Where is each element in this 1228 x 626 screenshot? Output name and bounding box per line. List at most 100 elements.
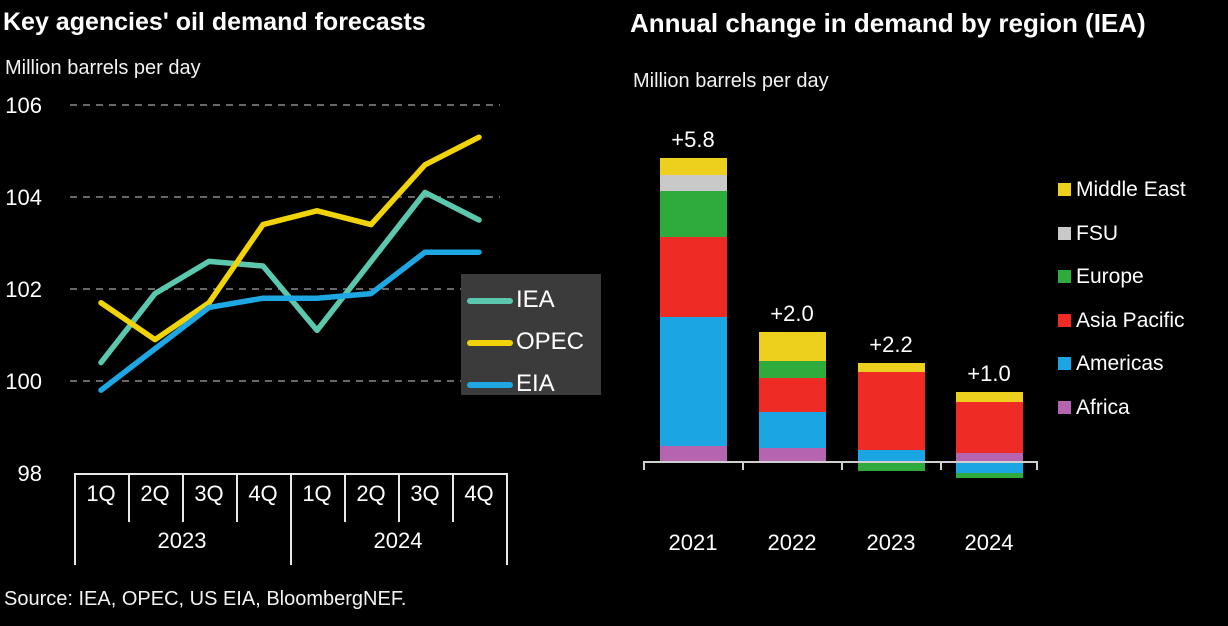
bar-segment-middle-east: [857, 363, 925, 372]
legend-item-fsu: FSU: [1058, 222, 1228, 246]
quarter-label: 4Q: [464, 481, 494, 506]
bar-segment-americas: [659, 316, 727, 446]
y-tick-label: 102: [5, 277, 42, 302]
bar-segment-europe: [758, 361, 826, 378]
x-axis-year-divider: [74, 473, 76, 565]
baseline-tick: [1036, 461, 1038, 470]
bar-total-label: +2.2: [869, 332, 913, 357]
bar-segment-africa: [758, 447, 826, 462]
middle-east-swatch-icon: [1058, 183, 1071, 196]
legend-label: FSU: [1076, 222, 1118, 245]
bar-segment-middle-east: [955, 392, 1023, 403]
x-axis-year-divider: [290, 473, 292, 565]
bar-total-label: +2.0: [770, 301, 814, 326]
bar-2022: [758, 0, 826, 626]
legend-item-europe: Europe: [1058, 265, 1228, 289]
legend-item-africa: Africa: [1058, 396, 1228, 420]
year-label: 2024: [373, 528, 423, 553]
legend-label: OPEC: [516, 328, 585, 355]
bar-x-label: 2024: [964, 530, 1014, 555]
quarter-label: 2Q: [356, 481, 386, 506]
opec-line-swatch-icon: [467, 340, 513, 346]
baseline-tick: [742, 461, 744, 470]
quarter-label: 1Q: [86, 481, 116, 506]
bar-x-label: 2023: [866, 530, 916, 555]
iea-line-swatch-icon: [467, 298, 513, 304]
bar-total-label: +1.0: [967, 361, 1011, 386]
legend-label: Middle East: [1076, 178, 1186, 201]
bar-segment-asia-pacific: [758, 377, 826, 412]
line-chart-unit-label: Million barrels per day: [5, 57, 201, 79]
y-tick-label: 100: [5, 369, 42, 394]
x-axis-quarter-divider: [236, 473, 238, 522]
year-label: 2023: [157, 528, 207, 553]
quarter-label: 3Q: [410, 481, 440, 506]
bar-chart-title: Annual change in demand by region (IEA): [630, 8, 1146, 38]
bar-x-label: 2021: [668, 530, 718, 555]
bar-segment-asia-pacific: [857, 371, 925, 450]
legend-item-americas: Americas: [1058, 352, 1228, 376]
bar-2021: [659, 0, 727, 626]
bar-segment-africa: [659, 445, 727, 462]
bar-2024: [955, 0, 1023, 626]
legend-label: IEA: [516, 286, 555, 313]
bar-segment-middle-east: [758, 331, 826, 362]
line-series-OPEC: [98, 134, 482, 343]
bar-segment-fsu: [659, 175, 727, 191]
line-chart-title: Key agencies' oil demand forecasts: [3, 8, 426, 36]
line-chart-legend: IEA OPEC EIA: [461, 274, 601, 397]
bar-2023: [857, 0, 925, 626]
x-axis-quarter-divider: [344, 473, 346, 522]
x-axis-quarter-divider: [452, 473, 454, 522]
bar-segment-americas: [857, 449, 925, 462]
x-axis-quarter-divider: [128, 473, 130, 522]
quarter-label: 4Q: [248, 481, 278, 506]
bar-segment-europe: [659, 190, 727, 237]
quarter-label: 3Q: [194, 481, 224, 506]
legend-item-EIA: EIA: [461, 367, 601, 401]
legend-label: EIA: [516, 370, 555, 397]
americas-swatch-icon: [1058, 357, 1071, 370]
eia-line-swatch-icon: [467, 382, 513, 388]
legend-item-IEA: IEA: [461, 283, 601, 317]
bar-segment-middle-east: [659, 157, 727, 176]
africa-swatch-icon: [1058, 401, 1071, 414]
y-tick-label: 104: [5, 185, 42, 210]
baseline-rule: [643, 461, 1038, 463]
x-axis-quarter-divider: [398, 473, 400, 522]
bar-chart-unit-label: Million barrels per day: [633, 70, 829, 92]
bar-segment-asia-pacific: [659, 236, 727, 317]
quarter-label: 1Q: [302, 481, 332, 506]
asia-pacific-swatch-icon: [1058, 314, 1071, 327]
bar-total-label: +5.8: [671, 127, 715, 152]
legend-item-asia-pacific: Asia Pacific: [1058, 309, 1228, 333]
legend-item-OPEC: OPEC: [461, 325, 601, 359]
line-series-EIA: [98, 249, 482, 393]
legend-label: Asia Pacific: [1076, 309, 1185, 332]
legend-label: Americas: [1076, 352, 1164, 375]
y-tick-label: 98: [17, 461, 42, 486]
bar-segment-europe: [857, 462, 925, 471]
baseline-tick: [841, 461, 843, 470]
bar-segment-americas: [758, 411, 826, 448]
line-chart-plot: [70, 104, 500, 393]
fsu-swatch-icon: [1058, 227, 1071, 240]
bar-segment-africa: [955, 453, 1023, 462]
bar-segment-americas: [955, 462, 1023, 473]
bar-segment-asia-pacific: [955, 402, 1023, 454]
bar-x-label: 2022: [767, 530, 817, 555]
bar-segment-europe: [955, 473, 1023, 479]
baseline-tick: [643, 461, 645, 470]
y-tick-label: 106: [5, 93, 42, 118]
legend-label: Africa: [1076, 396, 1130, 419]
europe-swatch-icon: [1058, 270, 1071, 283]
baseline-tick: [940, 461, 942, 470]
source-note: Source: IEA, OPEC, US EIA, BloombergNEF.: [4, 588, 407, 610]
x-axis-year-divider: [506, 473, 508, 565]
quarter-label: 2Q: [140, 481, 170, 506]
x-axis-quarter-divider: [182, 473, 184, 522]
legend-item-middle-east: Middle East: [1058, 178, 1228, 202]
